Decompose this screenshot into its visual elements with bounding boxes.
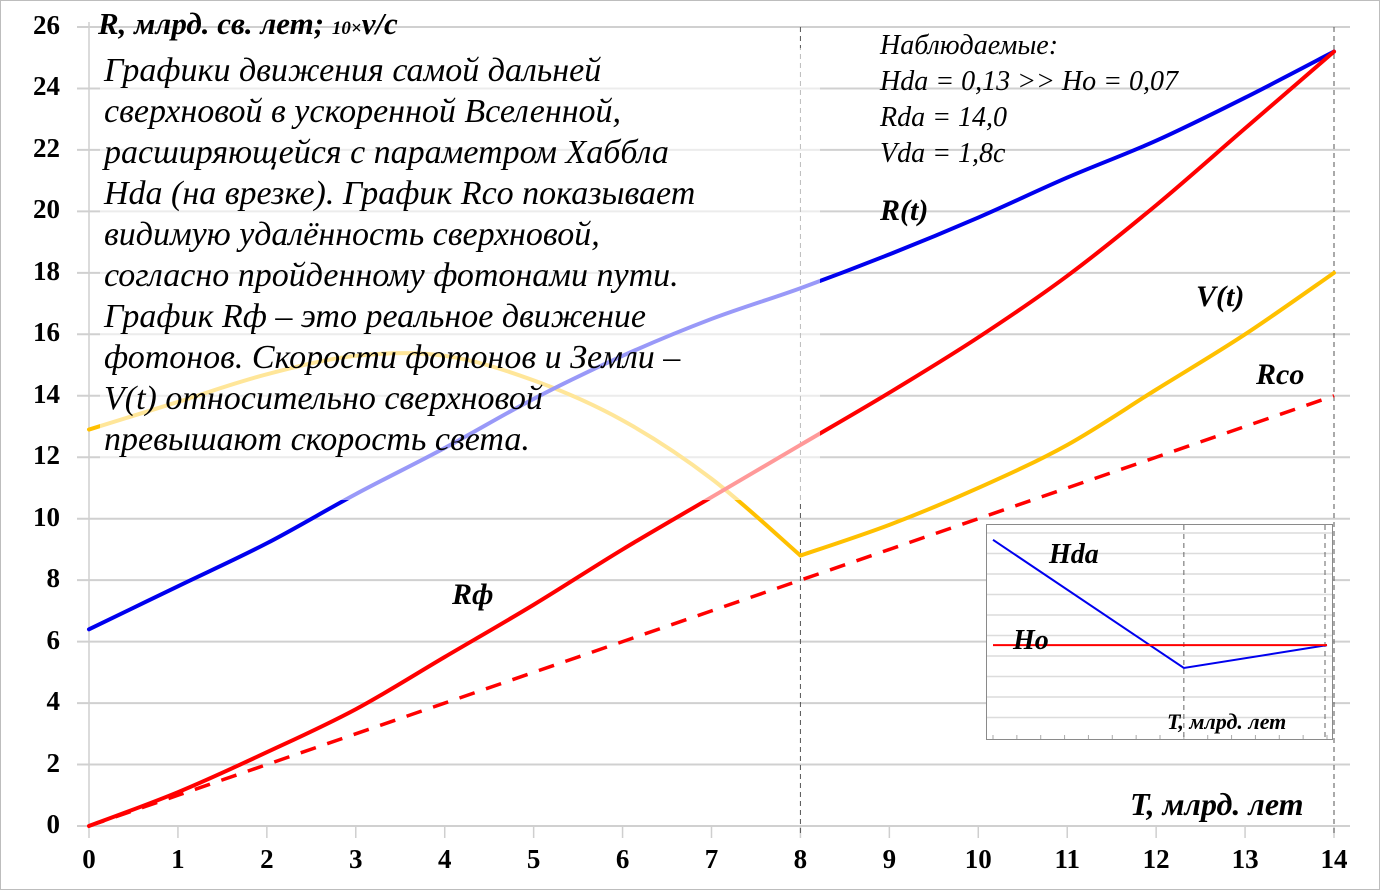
x-tick-label: 14 — [1320, 844, 1348, 874]
x-tick-label: 2 — [260, 844, 274, 874]
y-axis-title-main: R, млрд. св. лет; — [98, 6, 325, 41]
series-line-Rco — [88, 394, 1335, 828]
series-label-Rco: Rco — [1256, 358, 1305, 391]
description-line: превышают скорость света. — [104, 421, 530, 458]
y-tick-label: 20 — [33, 194, 60, 225]
x-tick-label: 12 — [1142, 844, 1170, 874]
y-tick-label: 4 — [46, 686, 61, 717]
x-axis-title: T, млрд. лет — [1130, 786, 1304, 822]
y-tick-label: 16 — [33, 317, 60, 348]
description-line: фотонов. Скорости фотонов и Земли – — [104, 339, 681, 376]
x-tick-label: 0 — [82, 844, 96, 874]
y-tick-label: 8 — [46, 563, 61, 594]
y-tick-label: 0 — [46, 809, 61, 839]
x-tick-label: 11 — [1054, 844, 1080, 874]
description-backdrop — [100, 48, 820, 500]
x-tick-label: 6 — [615, 844, 630, 874]
observed-heading: Наблюдаемые: — [880, 30, 1059, 61]
observed-values: Наблюдаемые: Hda = 0,13 >> Ho = 0,07 Rda… — [880, 28, 1178, 172]
y-axis-title: R, млрд. св. лет; 10×v/c — [98, 6, 398, 42]
description-line: видимую удалённость сверхновой, — [104, 216, 600, 253]
x-tick-label: 10 — [964, 844, 992, 874]
y-axis-title-factor: 10× — [331, 18, 362, 39]
inset-label-Ho: Ho — [1013, 625, 1049, 656]
y-tick-label: 12 — [33, 440, 60, 471]
x-tick-label: 9 — [882, 844, 897, 874]
x-tick-label: 8 — [793, 844, 808, 874]
y-tick-label: 26 — [33, 10, 60, 40]
y-tick-label: 18 — [33, 255, 60, 286]
description-text: Графики движения самой дальней сверхново… — [104, 50, 844, 460]
series-label-V: V(t) — [1196, 280, 1245, 313]
inset-label-Hda: Hda — [1049, 539, 1099, 570]
x-tick-label: 1 — [171, 844, 185, 874]
y-tick-label: 6 — [46, 624, 61, 655]
y-axis-title-unit: v/c — [361, 6, 398, 41]
observed-velocity: Vda = 1,8c — [880, 138, 1006, 169]
inset-line-Hda — [992, 538, 1328, 670]
x-tick-label: 5 — [526, 844, 541, 874]
description-line: Графики движения самой дальней — [104, 52, 602, 89]
series-label-Rf: Rф — [452, 578, 494, 611]
description-line: расширяющейся с параметром Хаббла — [104, 134, 669, 171]
y-tick-label: 10 — [33, 501, 60, 532]
description-line: сверхновой в ускоренной Вселенной, — [104, 93, 622, 130]
description-line: Hda (на врезке). График Rco показывает — [104, 175, 696, 212]
x-tick-label: 4 — [437, 844, 452, 874]
x-tick-label: 7 — [704, 844, 719, 874]
description-line: График Rф – это реальное движение — [104, 298, 647, 335]
inset-hubble-chart: Hda Ho T, млрд. лет — [986, 524, 1333, 740]
y-tick-label: 24 — [33, 71, 60, 102]
observed-distance: Rda = 14,0 — [880, 102, 1007, 133]
y-tick-label: 14 — [33, 378, 60, 409]
description-line: согласно пройденному фотонами пути. — [104, 257, 679, 294]
inset-plot — [987, 525, 1332, 739]
description-line: V(t) относительно сверхновой — [104, 380, 543, 417]
series-label-R: R(t) — [880, 194, 929, 227]
inset-x-axis-title: T, млрд. лет — [1167, 709, 1287, 734]
y-tick-label: 2 — [46, 747, 61, 778]
y-tick-label: 22 — [33, 132, 60, 163]
x-tick-label: 3 — [349, 844, 363, 874]
x-tick-label: 13 — [1231, 844, 1259, 874]
observed-hubble: Hda = 0,13 >> Ho = 0,07 — [880, 66, 1179, 97]
